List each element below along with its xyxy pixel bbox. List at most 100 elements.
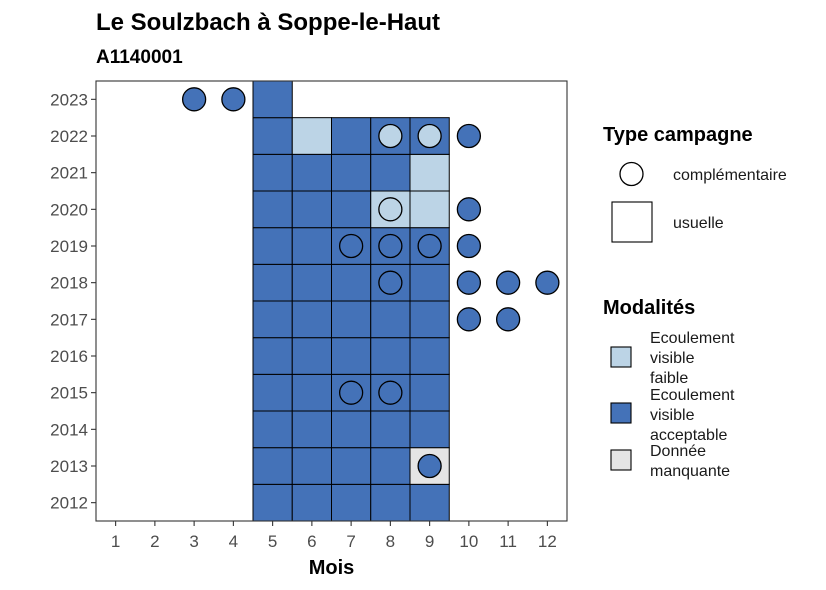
y-tick-label: 2022 bbox=[50, 127, 88, 146]
point-2022-8 bbox=[378, 123, 403, 149]
point-2019-10 bbox=[456, 233, 482, 259]
usuelle-tiles bbox=[252, 80, 450, 522]
complementaire-points bbox=[181, 87, 560, 479]
tile-2022-7 bbox=[331, 117, 372, 155]
y-axis: 2012 2013 2014 2015 2016 2017 2018 2019 2020 2021… bbox=[50, 90, 96, 513]
tile-2017-5 bbox=[252, 300, 293, 339]
tile-2012-7 bbox=[331, 483, 372, 522]
x-axis-title: Mois bbox=[309, 557, 355, 579]
tile-2016-9 bbox=[409, 337, 450, 375]
tile-2017-7 bbox=[331, 300, 372, 339]
y-tick-label: 2014 bbox=[50, 420, 88, 439]
point-2023-4 bbox=[221, 87, 246, 112]
tile-2021-6 bbox=[291, 153, 332, 192]
y-tick-label: 2012 bbox=[50, 494, 88, 513]
tile-2015-9 bbox=[409, 373, 450, 412]
point-2020-10 bbox=[456, 197, 482, 222]
legend-type-campagne: Type campagne complémentaire usuelle bbox=[603, 124, 787, 243]
legend-fill-key-acceptable bbox=[610, 402, 632, 424]
tile-2021-5 bbox=[252, 153, 293, 192]
x-tick-label: 4 bbox=[229, 532, 238, 551]
y-tick-label: 2015 bbox=[50, 384, 88, 403]
tile-2017-6 bbox=[291, 300, 332, 339]
tile-2014-8 bbox=[370, 410, 411, 449]
x-tick-label: 5 bbox=[268, 532, 277, 551]
y-tick-label: 2023 bbox=[50, 90, 88, 109]
point-2015-7 bbox=[338, 380, 364, 405]
tile-2015-5 bbox=[252, 373, 293, 412]
x-tick-label: 7 bbox=[346, 532, 355, 551]
panel-border bbox=[95, 80, 568, 522]
tile-2022-5 bbox=[252, 117, 293, 155]
point-2013-9 bbox=[417, 453, 442, 479]
point-2023-3 bbox=[181, 87, 207, 112]
tile-2013-8 bbox=[370, 447, 411, 485]
legend-modalites: Modalités Ecoulement visible faibleEcoulem… bbox=[603, 297, 735, 480]
tile-2018-9 bbox=[409, 263, 450, 302]
legend-fill-key-manquante bbox=[610, 449, 632, 471]
chart-subtitle: A1140001 bbox=[96, 47, 183, 68]
x-tick-label: 8 bbox=[386, 532, 395, 551]
legend-shape-label: usuelle bbox=[673, 215, 724, 232]
tile-2021-7 bbox=[331, 153, 372, 192]
point-2018-10 bbox=[456, 270, 482, 295]
legend-fill-label-acceptable: Ecoulement visible acceptable bbox=[650, 387, 735, 444]
point-2018-8 bbox=[378, 270, 403, 295]
x-tick-label: 10 bbox=[459, 532, 478, 551]
tile-2021-8 bbox=[370, 153, 411, 192]
point-2018-11 bbox=[495, 270, 521, 295]
tile-2012-5 bbox=[252, 483, 293, 522]
tile-2018-5 bbox=[252, 263, 293, 302]
tile-2016-6 bbox=[291, 337, 332, 375]
tile-2020-6 bbox=[291, 190, 332, 229]
tile-2014-7 bbox=[331, 410, 372, 449]
tile-2016-7 bbox=[331, 337, 372, 375]
tile-2018-6 bbox=[291, 263, 332, 302]
point-2017-10 bbox=[456, 307, 482, 332]
tile-2012-8 bbox=[370, 483, 411, 522]
point-2019-7 bbox=[338, 233, 364, 259]
tile-2022-6 bbox=[291, 117, 332, 155]
legend-fill-label-manquante: Donnée manquante bbox=[650, 443, 730, 480]
tile-2019-5 bbox=[252, 227, 293, 265]
tile-2017-9 bbox=[409, 300, 450, 339]
y-tick-label: 2017 bbox=[50, 310, 88, 329]
tile-2017-8 bbox=[370, 300, 411, 339]
y-tick-label: 2021 bbox=[50, 164, 88, 183]
tile-2014-6 bbox=[291, 410, 332, 449]
tile-2013-6 bbox=[291, 447, 332, 485]
tile-2014-9 bbox=[409, 410, 450, 449]
y-tick-label: 2019 bbox=[50, 237, 88, 256]
y-tick-label: 2018 bbox=[50, 274, 88, 293]
x-tick-label: 12 bbox=[538, 532, 557, 551]
legend-shape-title: Type campagne bbox=[603, 124, 753, 146]
tile-2020-9 bbox=[409, 190, 450, 229]
legend-shape-label: complémentaire bbox=[673, 167, 787, 184]
x-tick-label: 9 bbox=[425, 532, 434, 551]
x-tick-label: 1 bbox=[111, 532, 120, 551]
y-tick-label: 2016 bbox=[50, 347, 88, 366]
x-tick-label: 2 bbox=[150, 532, 159, 551]
legend-fill-label-faible: Ecoulement visible faible bbox=[650, 330, 735, 387]
legend-fill-title: Modalités bbox=[603, 297, 695, 319]
x-tick-label: 3 bbox=[189, 532, 198, 551]
tile-2018-7 bbox=[331, 263, 372, 302]
y-tick-label: 2013 bbox=[50, 457, 88, 476]
point-2022-10 bbox=[456, 123, 482, 149]
point-2015-8 bbox=[378, 380, 403, 405]
point-2017-11 bbox=[495, 307, 521, 332]
tile-2012-6 bbox=[291, 483, 332, 522]
tile-2013-5 bbox=[252, 447, 293, 485]
legend-square-key bbox=[611, 201, 653, 243]
point-2022-9 bbox=[417, 123, 442, 149]
tile-2013-7 bbox=[331, 447, 372, 485]
tile-2016-5 bbox=[252, 337, 293, 375]
tile-2016-8 bbox=[370, 337, 411, 375]
x-tick-label: 11 bbox=[499, 532, 517, 551]
tile-2023-5 bbox=[252, 80, 293, 119]
x-axis: 1 2 3 4 5 6 7 8 9 10 11 12 bbox=[111, 521, 557, 551]
legend-circle-key bbox=[619, 161, 644, 187]
point-2020-8 bbox=[378, 197, 403, 222]
tile-2020-5 bbox=[252, 190, 293, 229]
